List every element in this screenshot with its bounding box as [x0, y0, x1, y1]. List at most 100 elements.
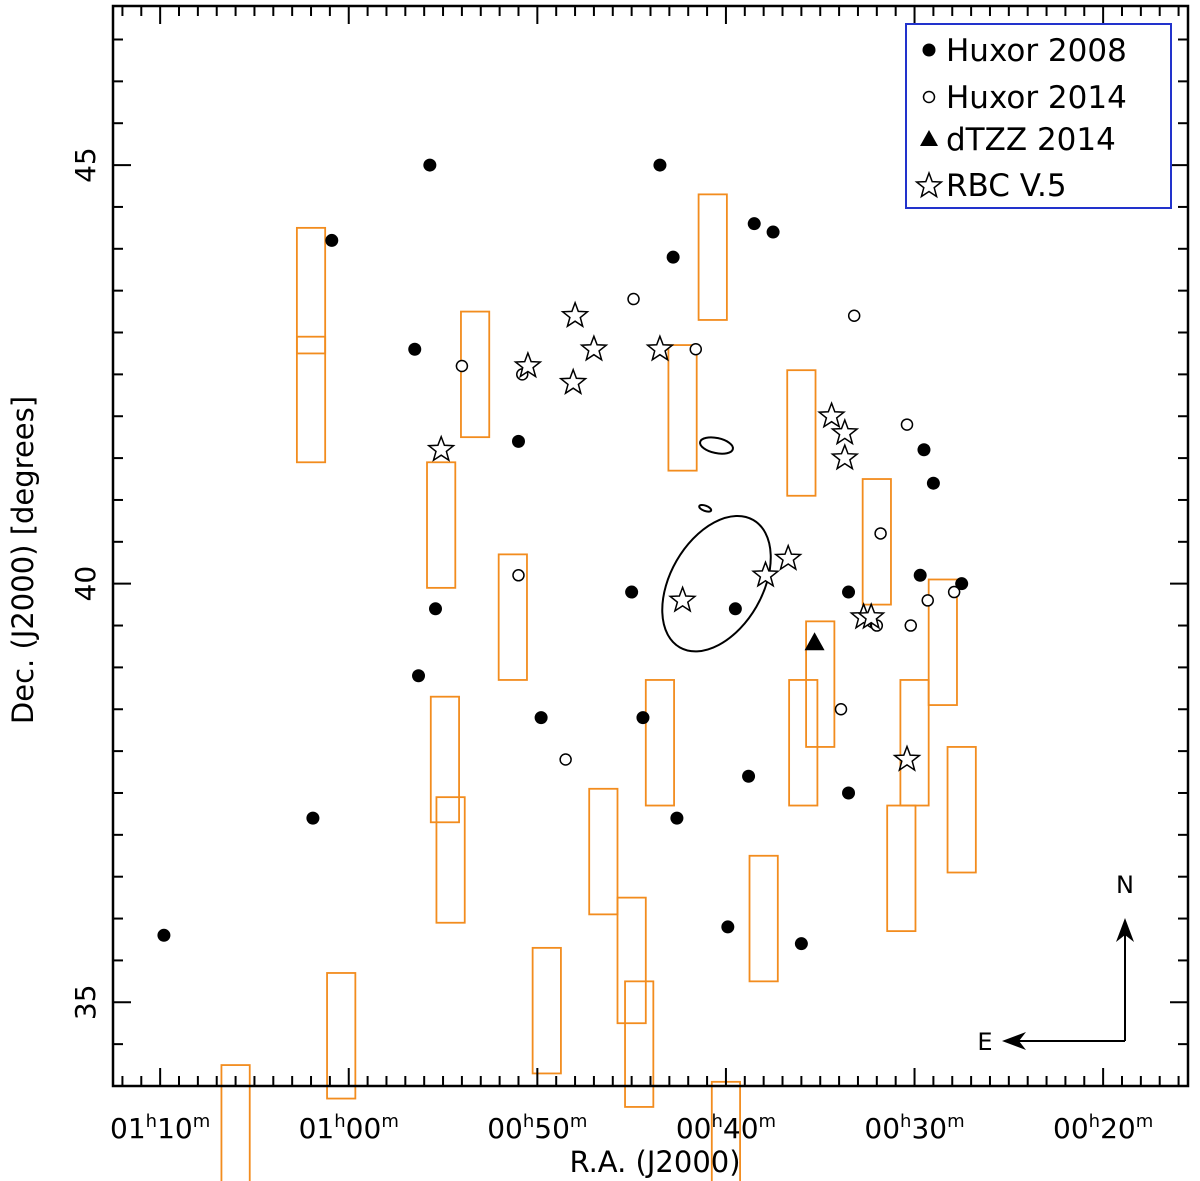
- filled-circle-point-13: [728, 602, 742, 616]
- survey-field-2: [460, 310, 491, 439]
- open-star-point-13: [856, 602, 886, 630]
- open-star-point-3: [513, 350, 543, 379]
- open-circle-point-12: [834, 703, 848, 716]
- galaxy-ellipse-2: [698, 504, 713, 513]
- y-tick-label-2: 45: [69, 147, 102, 183]
- open-circle-point-1: [847, 309, 861, 323]
- open-star-point-4: [558, 367, 588, 396]
- filled-circle-point-21: [670, 811, 684, 825]
- x-tick-minutes: 10: [157, 1112, 193, 1145]
- legend-label-dtzz-2014: dTZZ 2014: [946, 122, 1116, 158]
- compass-east-arrowhead-icon: [1002, 1032, 1026, 1050]
- x-tick-minute-unit: m: [759, 1111, 777, 1132]
- filled-circle-point-5: [747, 217, 761, 231]
- survey-field-18: [588, 787, 619, 916]
- survey-field-13: [886, 804, 917, 933]
- legend-open-star-icon: [914, 170, 944, 199]
- filled-circle-point-25: [794, 937, 808, 951]
- survey-field-9: [927, 578, 958, 706]
- x-axis-title: R.A. (J2000): [569, 1145, 740, 1179]
- filled-circle-point-18: [636, 711, 650, 725]
- y-tick-label-1: 40: [69, 566, 102, 602]
- legend-star-shape: [914, 170, 944, 199]
- filled-circle-point-1: [325, 233, 339, 247]
- x-tick-label-5: 00h20m: [1053, 1111, 1153, 1145]
- filled-circle-point-9: [926, 476, 940, 490]
- x-tick-minutes: 30: [911, 1112, 947, 1145]
- survey-field-12: [946, 746, 977, 874]
- filled-circle-point-19: [742, 769, 756, 783]
- filled-circle-point-0: [423, 158, 437, 172]
- survey-field-5: [697, 193, 728, 321]
- open-circle-point-13: [559, 753, 572, 766]
- open-circle-point-6: [874, 527, 887, 540]
- x-tick-hour-unit: h: [334, 1111, 345, 1132]
- open-star-point-6: [830, 417, 860, 446]
- x-tick-labels: 01h10m 01h00m 00h50m 00h40m 00h30m 00h20m: [110, 1111, 1153, 1145]
- survey-field-19: [616, 896, 647, 1025]
- legend-label-rbc-v5: RBC V.5: [946, 168, 1067, 204]
- y-axis-title: Dec. (J2000) [degrees]: [6, 396, 40, 724]
- survey-fields: [220, 193, 977, 1181]
- x-tick-label-1: 01h00m: [299, 1111, 399, 1145]
- compass-north-arrowhead-icon: [1116, 918, 1134, 942]
- open-star-point-7: [830, 442, 860, 471]
- x-tick-hour-unit: h: [711, 1111, 722, 1132]
- open-star-point-14: [892, 744, 922, 772]
- open-star-point-2: [645, 334, 675, 362]
- x-tick-hours: 00: [1053, 1112, 1089, 1145]
- survey-field-3: [426, 461, 457, 589]
- survey-field-22: [624, 980, 655, 1108]
- survey-field-14: [788, 679, 819, 807]
- open-circle-point-3: [455, 359, 469, 373]
- x-tick-hours: 00: [864, 1112, 900, 1145]
- survey-field-25: [220, 1064, 251, 1181]
- open-star-point-8: [426, 434, 456, 462]
- open-circle-point-2: [689, 343, 703, 356]
- x-tick-hour-unit: h: [146, 1111, 157, 1132]
- survey-field-1: [295, 335, 327, 464]
- filled-circle-point-7: [666, 250, 680, 264]
- legend: Huxor 2008 Huxor 2014 dTZZ 2014 RBC V.5: [905, 23, 1172, 209]
- galaxy-ellipse-0: [661, 514, 772, 653]
- x-tick-minute-unit: m: [381, 1111, 399, 1132]
- filled-circle-point-14: [625, 585, 639, 599]
- filled-circle-point-16: [412, 669, 426, 683]
- x-tick-label-2: 00h50m: [487, 1111, 587, 1145]
- survey-field-21: [531, 946, 562, 1075]
- x-tick-minutes: 00: [346, 1112, 382, 1145]
- survey-field-6: [667, 344, 698, 472]
- compass-north-label: N: [1116, 871, 1134, 899]
- x-tick-hour-unit: h: [900, 1111, 911, 1132]
- open-circle-point-8: [921, 594, 934, 607]
- filled-circle-point-20: [842, 786, 856, 800]
- y-tick-label-0: 35: [69, 984, 102, 1020]
- x-tick-label-3: 00h40m: [676, 1111, 776, 1145]
- survey-field-10: [805, 620, 836, 748]
- x-tick-hours: 00: [676, 1112, 712, 1145]
- x-tick-hours: 01: [299, 1112, 335, 1145]
- filled-circle-point-11: [955, 577, 969, 591]
- x-tick-minutes: 20: [1100, 1112, 1136, 1145]
- open-circle-point-5: [900, 418, 914, 431]
- filled-circle-point-2: [408, 342, 422, 356]
- axis-ticks: [113, 6, 1188, 1086]
- x-tick-minute-unit: m: [193, 1111, 211, 1132]
- open-star-point-10: [751, 560, 780, 588]
- filled-circle-point-15: [429, 602, 442, 616]
- legend-box: [905, 23, 1172, 209]
- compass-east-label: E: [977, 1028, 992, 1056]
- legend-open-circle-icon: [922, 90, 936, 104]
- survey-field-20: [748, 854, 779, 983]
- compass: N E: [977, 871, 1134, 1056]
- filled-triangle-point-0: [804, 632, 825, 651]
- open-circle-point-11: [904, 619, 918, 632]
- galaxy-ellipse-1: [699, 436, 734, 455]
- open-star-point-1: [579, 334, 609, 362]
- survey-field-8: [861, 478, 892, 606]
- open-star-point-5: [817, 401, 846, 429]
- x-tick-label-4: 00h30m: [864, 1111, 964, 1145]
- legend-filled-circle-icon: [922, 43, 936, 57]
- x-tick-minute-unit: m: [1136, 1111, 1154, 1132]
- filled-circle-point-12: [842, 585, 856, 599]
